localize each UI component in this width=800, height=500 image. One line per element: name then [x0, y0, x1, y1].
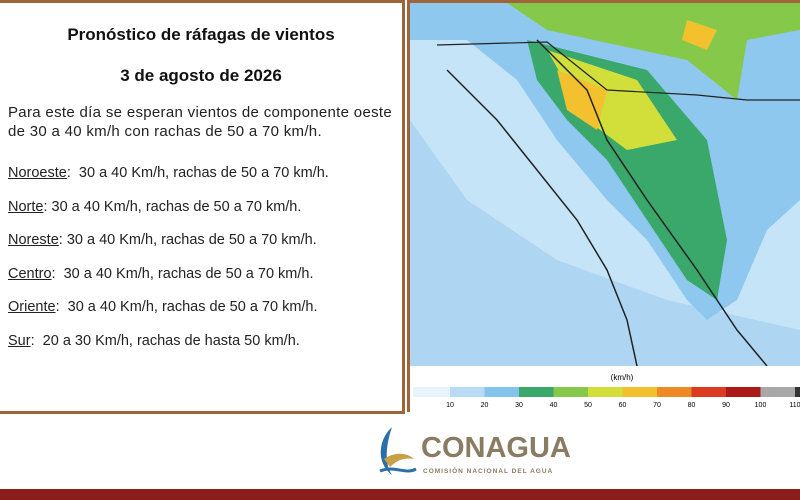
footer-bar	[0, 489, 800, 500]
text-panel: Pronóstico de ráfagas de vientos 3 de ag…	[0, 0, 405, 414]
brand-subtitle: COMISIÓN NACIONAL DEL AGUA	[423, 466, 553, 475]
region-text: : 30 a 40 Km/h, rachas de 50 a 70 km/h.	[51, 265, 314, 282]
region: Centro: 30 a 40 Km/h, rachas de 50 a 70 …	[8, 266, 314, 282]
colorbar-segment	[760, 387, 795, 397]
colorbar-segment	[484, 387, 519, 397]
region: Sur: 20 a 30 Km/h, rachas de hasta 50 km…	[8, 333, 300, 349]
slide-date: 3 de agosto de 2026	[120, 66, 282, 85]
colorbar-label: 30	[515, 402, 523, 409]
colorbar-segment	[553, 387, 588, 397]
region: Oriente: 30 a 40 Km/h, rachas de 50 a 70…	[8, 299, 318, 315]
colorbar-segment	[691, 387, 726, 397]
colorbar-start	[413, 387, 450, 397]
colorbar-segment	[450, 387, 485, 397]
brand: CONAGUA	[421, 432, 571, 464]
logo-drop	[380, 427, 392, 475]
sea-zone	[410, 120, 800, 366]
colorbar-segment	[519, 387, 554, 397]
border	[436, 41, 800, 101]
region-name: Noreste	[8, 232, 59, 248]
colorbar-segment	[657, 387, 692, 397]
region-name: Centro	[8, 265, 52, 282]
colorbar-label: 10	[446, 402, 454, 409]
colorbar-label: 70	[653, 402, 661, 409]
legend-unit: (km/h)	[611, 373, 634, 382]
logo-bird	[384, 453, 414, 467]
region-name: Norte	[8, 198, 44, 215]
wind-zone	[682, 20, 717, 50]
colorbar-label: 90	[722, 402, 730, 409]
colorbar-segment	[795, 387, 800, 397]
colorbar-segment	[622, 387, 657, 397]
region-name: Oriente	[8, 299, 56, 315]
wind-zone	[557, 70, 607, 130]
colorbar-label: 80	[688, 402, 696, 409]
region-text: : 30 a 40 Km/h, rachas de 50 a 70 km/h.	[58, 232, 317, 248]
colorbar-label: 50	[584, 402, 592, 409]
slide-title: Pronóstico de ráfagas de vientos	[67, 25, 335, 44]
colorbar-label: 110	[789, 402, 800, 409]
region: Noreste: 30 a 40 Km/h, rachas de 50 a 70…	[8, 232, 317, 248]
colorbar-label: 20	[481, 402, 489, 409]
intro: Para este día se esperan vientos de comp…	[8, 104, 392, 140]
forecast-map: (km/h) 10 20 30 40 50 60 70 80 90 100 110	[407, 0, 800, 412]
coastline	[446, 69, 638, 367]
logo-wave	[379, 467, 417, 473]
region-text: : 30 a 40 Km/h, rachas de 50 a 70 km/h.	[66, 165, 329, 181]
region: Norte: 30 a 40 Km/h, rachas de 50 a 70 k…	[8, 199, 301, 215]
colorbar-segment	[726, 387, 761, 397]
colorbar-label: 100	[755, 402, 767, 409]
region-text: : 30 a 40 Km/h, rachas de 50 a 70 km/h.	[55, 299, 318, 315]
region-text: : 20 a 30 Km/h, rachas de hasta 50 km/h.	[30, 332, 300, 349]
region-text: : 30 a 40 Km/h, rachas de 50 a 70 km/h.	[43, 198, 302, 215]
colorbar-label: 60	[619, 402, 627, 409]
coastline	[536, 39, 768, 367]
wind-zone	[507, 3, 800, 100]
region: Noroeste: 30 a 40 Km/h, rachas de 50 a 7…	[8, 165, 329, 181]
colorbar-label: 40	[550, 402, 558, 409]
region-name: Noroeste	[8, 165, 67, 181]
colorbar-segment	[588, 387, 623, 397]
wind-zone	[547, 50, 677, 150]
footer: CONAGUA COMISIÓN NACIONAL DEL AGUA	[0, 427, 800, 500]
region-name: Sur	[8, 332, 31, 349]
